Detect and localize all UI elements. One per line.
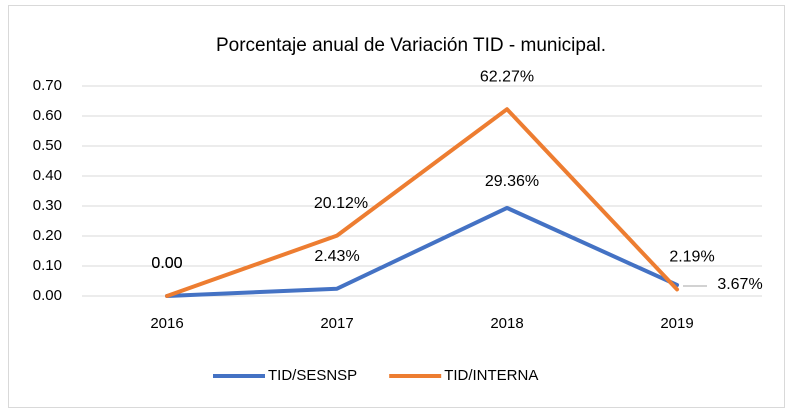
x-tick-label: 2017 xyxy=(320,315,353,332)
data-label: 0.00 xyxy=(151,255,182,272)
y-tick-label: 0.50 xyxy=(33,137,62,154)
data-label: 62.27% xyxy=(480,68,534,85)
y-tick-label: 0.60 xyxy=(33,107,62,124)
y-tick-label: 0.00 xyxy=(33,287,62,304)
series-line xyxy=(165,107,679,298)
data-label: 0.00 xyxy=(151,255,182,272)
data-label: 3.67% xyxy=(717,276,762,293)
y-tick-label: 0.70 xyxy=(33,77,62,94)
y-tick-label: 0.20 xyxy=(33,227,62,244)
legend-label: TID/INTERNA xyxy=(444,367,538,384)
y-tick-label: 0.10 xyxy=(33,257,62,274)
data-label: 20.12% xyxy=(314,195,368,212)
chart-title: Porcentaje anual de Variación TID - muni… xyxy=(216,35,606,56)
x-tick-label: 2016 xyxy=(150,315,183,332)
data-label: 29.36% xyxy=(485,173,539,190)
data-label: 2.19% xyxy=(669,249,714,266)
legend-label: TID/SESNSP xyxy=(268,367,357,384)
y-tick-label: 0.30 xyxy=(33,197,62,214)
y-tick-label: 0.40 xyxy=(33,167,62,184)
data-label: 2.43% xyxy=(314,248,359,265)
x-tick-label: 2018 xyxy=(490,315,523,332)
series-line xyxy=(165,205,679,298)
x-tick-label: 2019 xyxy=(660,315,693,332)
